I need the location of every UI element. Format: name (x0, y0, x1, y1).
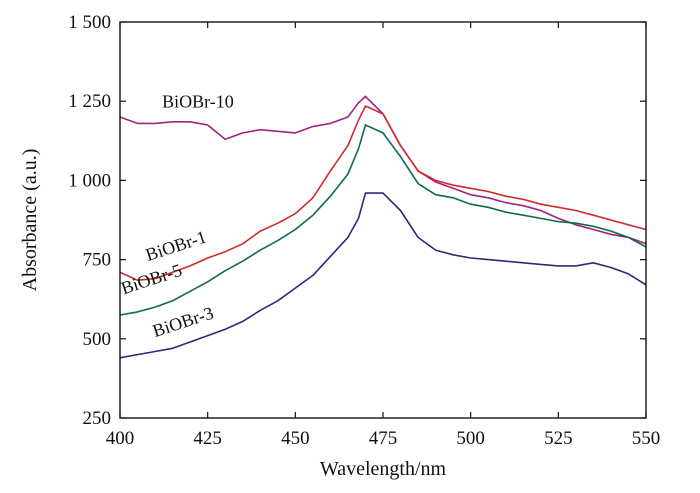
x-tick-label: 500 (456, 428, 485, 449)
y-tick-label: 1 000 (68, 170, 111, 191)
ticks-layer: 400 425 450 475 500 525 550 250 500 750 1 000 1 250… (68, 12, 660, 449)
x-tick-label: 400 (106, 428, 135, 449)
series-label-biobr-1: BiOBr-1 (143, 227, 209, 265)
series-line-biobr-5 (119, 124, 647, 316)
x-tick-label: 425 (193, 428, 222, 449)
y-tick-label: 500 (83, 329, 112, 350)
y-axis-title: Absorbance (a.u.) (19, 149, 41, 292)
x-axis-title: Wavelength/nm (320, 458, 447, 480)
x-tick-label: 550 (632, 428, 661, 449)
series-label-biobr-3: BiOBr-3 (150, 303, 216, 341)
y-tick-label: 1 500 (68, 12, 111, 33)
series-label-biobr-5: BiOBr-5 (119, 260, 185, 298)
series-line-biobr-3 (119, 192, 647, 359)
series-layer (119, 95, 647, 359)
series-label-biobr-10: BiOBr-10 (162, 92, 234, 112)
x-tick-label: 525 (544, 428, 573, 449)
x-tick-label: 475 (369, 428, 398, 449)
y-tick-label: 1 250 (68, 91, 111, 112)
plot-frame (119, 21, 647, 419)
x-tick-label: 450 (281, 428, 310, 449)
y-tick-label: 750 (83, 250, 112, 271)
series-line-biobr-1 (119, 105, 647, 282)
series-line-biobr-10 (119, 95, 647, 245)
y-tick-label: 250 (83, 408, 112, 429)
